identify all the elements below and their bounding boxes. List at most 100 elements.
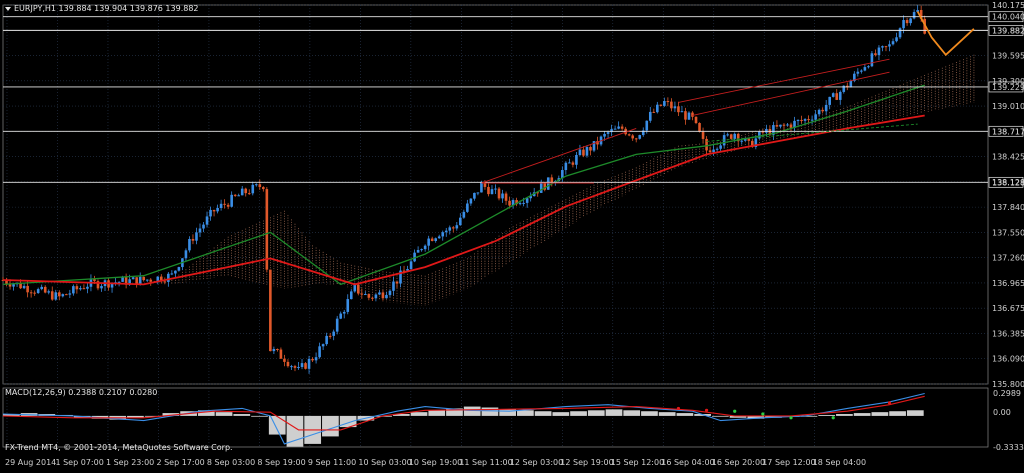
candle-body xyxy=(659,104,663,106)
macd-histogram-bar xyxy=(322,415,339,437)
candle-body xyxy=(138,276,142,285)
candle-body xyxy=(807,119,810,121)
candle-body xyxy=(740,140,744,142)
candle-body xyxy=(867,66,870,68)
x-tick-label: 9 Sep 11:00 xyxy=(308,458,356,467)
macd-histogram-bar xyxy=(428,410,446,416)
candle-body xyxy=(406,269,409,271)
macd-histogram-bar xyxy=(729,415,747,418)
candle-body xyxy=(300,363,304,367)
candle-body xyxy=(508,200,511,206)
candle-body xyxy=(149,279,153,282)
trend-lines[interactable] xyxy=(481,58,918,184)
macd-histogram-bar xyxy=(127,415,144,418)
candle-body xyxy=(19,282,22,289)
triangle-down-icon[interactable] xyxy=(5,7,11,11)
candle-body xyxy=(198,228,202,233)
plot-frame xyxy=(2,4,989,385)
x-tick-label: 16 Sep 20:00 xyxy=(712,458,765,467)
candle-body xyxy=(283,358,286,362)
horizontal-levels[interactable]: 140.040 139.882 139.229 138.717 138.128 xyxy=(3,11,1024,188)
candle-body xyxy=(789,124,793,128)
candle-body xyxy=(656,104,659,113)
candle-body xyxy=(349,291,353,300)
candle-body xyxy=(680,111,684,113)
candle-body xyxy=(863,67,867,71)
y-tick-label: 136.965 xyxy=(992,279,1024,288)
macd-histogram-bar xyxy=(162,413,180,416)
candle-body xyxy=(167,273,170,282)
candle-body xyxy=(564,162,568,171)
macd-histogram-bar xyxy=(658,412,676,416)
candle-body xyxy=(765,128,768,133)
candle-body xyxy=(135,277,138,285)
candle-body xyxy=(325,335,328,345)
x-tick-label: 10 Sep 19:00 xyxy=(409,458,462,467)
candle-body xyxy=(293,366,297,368)
candle-body xyxy=(272,349,276,352)
candle-body xyxy=(43,286,47,293)
macd-signal-marker xyxy=(704,408,709,412)
macd-histogram-bar xyxy=(641,411,658,416)
candle-body xyxy=(634,138,638,140)
level-price-label: 140.040 xyxy=(992,13,1024,22)
candle-body xyxy=(627,134,631,136)
candle-body xyxy=(596,141,599,145)
x-tick-label: 8 Sep 19:00 xyxy=(257,458,305,467)
candle-body xyxy=(796,119,800,121)
candle-body xyxy=(226,204,230,207)
macd-histogram-bar xyxy=(534,411,552,416)
level-price-box xyxy=(988,11,1024,23)
macd-histogram-bar xyxy=(570,411,587,416)
candle-body xyxy=(342,311,346,314)
macd-signal-marker xyxy=(887,401,892,405)
y-tick-label: 138.425 xyxy=(992,153,1024,162)
candle-body xyxy=(304,363,307,369)
candle-body xyxy=(898,28,902,38)
candle-body xyxy=(494,188,497,190)
candle-body xyxy=(617,126,620,129)
y-tick-label: 137.550 xyxy=(992,228,1024,237)
candle-body xyxy=(571,162,575,165)
level-price-box xyxy=(988,25,1024,36)
candle-body xyxy=(385,294,388,299)
candle-body xyxy=(110,282,114,288)
y-tick-label: 140.175 xyxy=(992,1,1024,10)
candle-body xyxy=(124,277,128,285)
forecast-path xyxy=(916,11,975,57)
candle-body xyxy=(117,281,121,283)
y-tick-label: 135.800 xyxy=(992,380,1024,389)
ma-red-line xyxy=(2,114,925,286)
candle-body xyxy=(754,138,758,148)
y-tick-label: 136.090 xyxy=(992,355,1024,364)
x-tick-label: 11 Sep 11:00 xyxy=(459,458,512,467)
candle-body xyxy=(86,286,89,289)
candle-body xyxy=(93,279,96,282)
candle-body xyxy=(33,292,36,294)
x-tick-label: 10 Sep 03:00 xyxy=(358,458,411,467)
candle-body xyxy=(40,286,43,290)
candle-body xyxy=(539,183,543,193)
candle-body xyxy=(430,238,434,242)
macd-histogram-bar xyxy=(499,409,517,416)
candle-body xyxy=(388,290,392,295)
level-price-label: 139.229 xyxy=(992,83,1024,92)
candle-body xyxy=(174,270,177,274)
candle-body xyxy=(638,135,642,139)
candle-body xyxy=(160,276,163,282)
macd-scale-top: 0.2989 xyxy=(993,389,1021,398)
macd-signal-marker xyxy=(676,406,681,411)
candle-body xyxy=(409,261,413,270)
candle-body xyxy=(877,47,881,56)
candle-body xyxy=(525,198,529,203)
candle-body xyxy=(582,149,585,156)
candle-body xyxy=(648,111,652,121)
candle-body xyxy=(219,203,223,209)
candle-body xyxy=(663,101,666,106)
macd-histogram-bar xyxy=(906,410,924,416)
candle-body xyxy=(821,109,824,112)
candle-body xyxy=(824,104,828,112)
candle-body xyxy=(455,225,459,229)
